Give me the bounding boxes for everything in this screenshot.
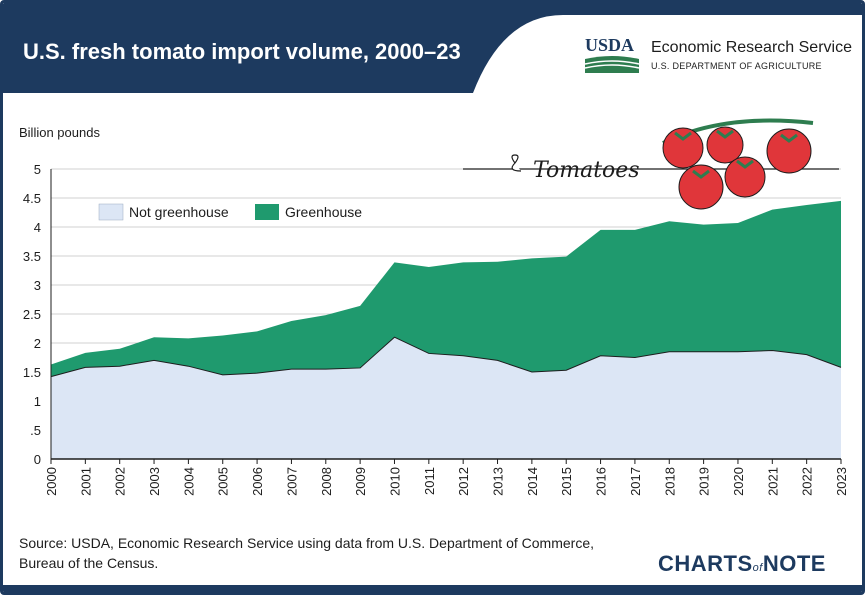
x-tick-label: 2011 [422, 467, 437, 495]
axes [50, 169, 842, 464]
x-tick-label: 2013 [491, 467, 506, 496]
brand-suffix: NOTE [762, 551, 826, 576]
x-tick-label: 2005 [216, 467, 231, 496]
tomatoes-illustration: Tomatoes [463, 118, 839, 210]
x-tick-label: 2014 [525, 467, 540, 496]
title-band [3, 3, 862, 93]
x-tick-label: 2020 [731, 467, 746, 496]
y-tick-label: .5 [30, 423, 41, 438]
x-tick-label: 2004 [181, 467, 196, 496]
y-tick-label: 4 [34, 220, 41, 235]
brand-prefix: CHARTS [658, 551, 753, 576]
x-tick-label: 2023 [834, 467, 849, 496]
x-tick-label: 2022 [800, 467, 815, 496]
series-boundary-line [50, 336, 842, 378]
x-tick-label: 2001 [78, 467, 93, 496]
header: U.S. fresh tomato import volume, 2000–23… [3, 3, 862, 93]
series-area-not-greenhouse [51, 337, 841, 459]
y-tick-label: 2 [34, 336, 41, 351]
series-area-greenhouse [51, 200, 841, 377]
legend: Not greenhouse Greenhouse [98, 203, 362, 221]
area-series [50, 200, 842, 459]
y-tick-label: 5 [34, 162, 41, 177]
y-tick-label: 2.5 [23, 307, 41, 322]
y-tick-label: 3.5 [23, 249, 41, 264]
tomato-icon [678, 164, 724, 210]
tomato-icon [724, 156, 766, 198]
legend-label-not-greenhouse: Not greenhouse [129, 204, 229, 220]
x-tick-label: 2006 [250, 467, 265, 496]
tomato-icon [766, 128, 812, 174]
agency-name: Economic Research Service [651, 39, 852, 56]
y-axis-label: Billion pounds [19, 125, 100, 140]
x-tick-label: 2012 [456, 467, 471, 496]
y-tick-label: 4.5 [23, 191, 41, 206]
x-tick-label: 2002 [113, 467, 128, 496]
x-tick-label: 2007 [284, 467, 299, 496]
x-tick-label: 2010 [387, 467, 402, 496]
tomato-icon [662, 127, 704, 169]
x-tick-label: 2015 [559, 467, 574, 496]
x-tick-label: 2018 [662, 467, 677, 496]
usda-logo-text: USDA [585, 35, 634, 55]
charts-of-note-logo: CHARTSofNOTE [658, 551, 826, 577]
x-tick-labels: 2000 2001 2002 2003 2004 2005 2006 2007 2008 2009… [44, 467, 849, 496]
legend-swatch-not-greenhouse [98, 203, 124, 221]
legend-swatch-greenhouse [255, 204, 279, 220]
x-tick-label: 2019 [697, 467, 712, 496]
x-tick-label: 2021 [765, 467, 780, 496]
footer-band [3, 585, 862, 592]
chart-title: U.S. fresh tomato import volume, 2000–23 [23, 39, 461, 64]
y-tick-labels: 0 .5 1 1.5 2 2.5 3 3.5 4 4.5 5 [23, 162, 41, 467]
tomatoes-script-text: Tomatoes [533, 158, 640, 183]
y-tick-label: 1 [34, 394, 41, 409]
y-tick-label: 0 [34, 452, 41, 467]
legend-label-greenhouse: Greenhouse [285, 204, 362, 220]
x-tick-label: 2003 [147, 467, 162, 496]
department-name: U.S. DEPARTMENT OF AGRICULTURE [651, 61, 822, 71]
usda-logo: USDA [584, 35, 640, 73]
tomato-icon [706, 126, 744, 164]
x-tick-label: 2016 [594, 467, 609, 496]
x-tick-label: 2008 [319, 467, 334, 496]
y-tick-label: 3 [34, 278, 41, 293]
y-tick-label: 1.5 [23, 365, 41, 380]
x-tick-label: 2017 [628, 467, 643, 496]
x-tick-label: 2000 [44, 467, 59, 496]
chart-area: Billion pounds 0 .5 1 1.5 2 2.5 3 3.5 4 4.5 5 2000… [19, 118, 849, 496]
brand-of: of [752, 562, 763, 574]
source-note: Source: USDA, Economic Research Service … [19, 535, 594, 571]
x-tick-label: 2009 [353, 467, 368, 496]
